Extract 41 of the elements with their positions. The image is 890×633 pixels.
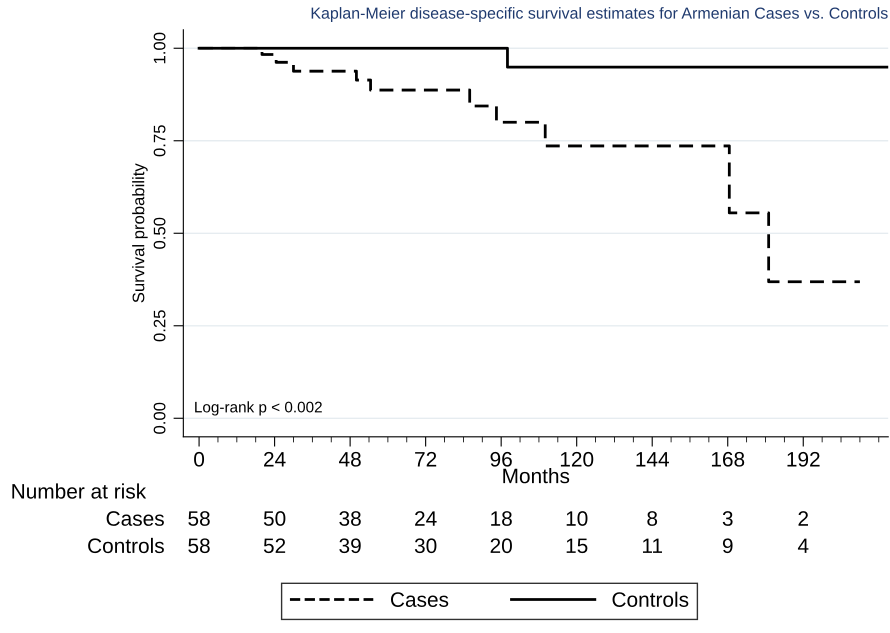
text: 58 <box>188 538 210 554</box>
y-tick-label: 0.75 <box>154 125 166 156</box>
text: 9 <box>722 538 733 554</box>
text: 4 <box>798 538 808 553</box>
text: 58 <box>188 511 210 526</box>
text: 20 <box>490 538 512 554</box>
text: Number at risk <box>12 483 146 499</box>
annotation: Log-rank p < 0.002 <box>195 401 322 416</box>
text: 50 <box>264 511 286 526</box>
text: 18 <box>491 511 512 526</box>
text: Cases <box>106 511 164 526</box>
text: Controls <box>88 538 164 554</box>
x-tick-label: 96 <box>490 452 512 467</box>
y-tick-label: 0.25 <box>154 310 166 342</box>
x-axis-title: Months <box>503 468 570 484</box>
text: 10 <box>566 511 588 526</box>
text: 11 <box>642 538 662 553</box>
x-tick-label: 192 <box>787 452 820 467</box>
x-tick-label: 24 <box>264 452 286 466</box>
x-tick-label: 168 <box>712 452 744 467</box>
text: 2 <box>798 511 808 526</box>
text: 52 <box>264 538 286 554</box>
text: 3 <box>722 511 733 526</box>
legend-label: Controls <box>612 592 688 607</box>
y-axis-title: Survival probability <box>132 163 148 302</box>
x-tick-label: 48 <box>339 452 361 467</box>
text: 15 <box>566 538 588 554</box>
y-tick-label: 0.50 <box>154 218 166 249</box>
text: 8 <box>647 511 658 526</box>
text: 24 <box>415 511 437 526</box>
x-tick-label: 72 <box>415 452 436 466</box>
text: 38 <box>339 511 361 526</box>
text: 39 <box>339 538 361 554</box>
chart-title: Kaplan-Meier disease-specific survival estimates for Armenian Cases vs. Controls <box>312 7 888 22</box>
legend-label: Cases <box>390 592 448 607</box>
y-tick-label: 0.00 <box>154 402 166 434</box>
y-tick-label: 1.00 <box>154 32 166 64</box>
x-tick-label: 144 <box>636 452 669 466</box>
x-tick-label: 0 <box>194 452 204 467</box>
x-tick-label: 120 <box>560 452 594 467</box>
text: 30 <box>414 538 436 554</box>
